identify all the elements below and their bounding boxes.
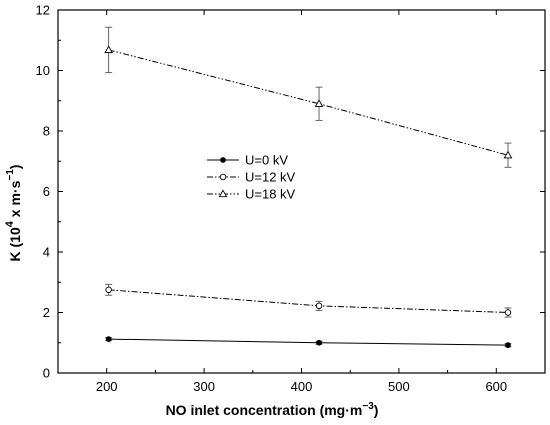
y-tick-label: 2 [43, 305, 50, 320]
legend: U=0 kV U=12 kV U=18 kV [207, 153, 296, 202]
y-tick-label: 4 [43, 245, 50, 260]
x-tick-label: 600 [485, 379, 507, 394]
series-0 [105, 336, 512, 349]
data-point [504, 309, 512, 316]
data-point [219, 173, 227, 181]
y-tick-label: 0 [43, 366, 50, 381]
legend-label: U=12 kV [245, 170, 296, 185]
data-point [105, 286, 112, 294]
y-tick-label: 10 [36, 63, 50, 78]
series-layer [104, 26, 513, 349]
y-tick-label: 12 [36, 3, 50, 18]
data-point [316, 339, 322, 346]
data-point [314, 99, 324, 107]
x-axis-title: NO inlet concentration (mg·m−3) [166, 401, 379, 418]
data-point [503, 150, 513, 159]
x-tick-label: 400 [291, 379, 313, 394]
plot-frame [57, 9, 546, 374]
y-axis-title: K (104 x m·s−1) [4, 165, 23, 262]
data-point [105, 336, 112, 343]
legend-label: U=18 kV [245, 187, 296, 202]
series-1 [105, 283, 512, 318]
series-line [108, 338, 508, 346]
data-point [104, 45, 114, 54]
data-point [218, 189, 228, 198]
x-tick-label: 500 [388, 379, 410, 394]
series-2 [104, 26, 513, 168]
series-line [108, 289, 509, 313]
x-tick-label: 300 [193, 379, 215, 394]
y-tick-label: 6 [43, 184, 50, 199]
y-tick-label: 8 [43, 124, 50, 139]
data-point [315, 302, 323, 310]
data-point [220, 157, 226, 163]
data-point [505, 342, 511, 349]
x-tick-label: 200 [96, 379, 118, 394]
axis-ticks: 200 300 400 500 600 0 2 4 6 8 10 12 [36, 3, 546, 394]
legend-label: U=0 kV [245, 153, 288, 168]
plot-border [57, 9, 546, 374]
series-line [108, 49, 509, 156]
